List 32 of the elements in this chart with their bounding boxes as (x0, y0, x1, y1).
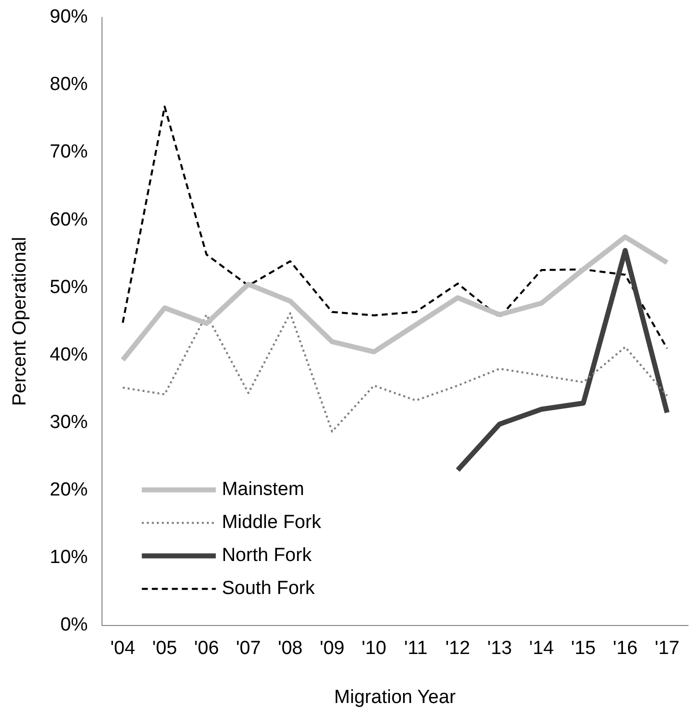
y-tick-label: 80% (50, 74, 88, 96)
x-axis-title: Migration Year (334, 686, 456, 708)
x-tick-label: '07 (236, 638, 261, 660)
y-tick-label: 90% (50, 6, 88, 28)
line-series (122, 106, 668, 350)
x-tick-label: '11 (404, 638, 428, 660)
x-tick-label: '17 (654, 638, 680, 660)
y-tick-label: 0% (60, 614, 88, 636)
y-axis-title: Percent Operational (10, 236, 31, 406)
y-tick-label: 40% (50, 344, 88, 366)
x-tick-label: '15 (570, 638, 596, 660)
x-tick-label: '09 (320, 638, 344, 660)
legend-label: North Fork (222, 545, 312, 566)
x-tick-label: '13 (487, 638, 512, 660)
y-tick-label: 50% (50, 276, 88, 298)
x-tick-label: '14 (529, 638, 554, 660)
legend-label: Mainstem (222, 479, 304, 500)
legend-label: South Fork (222, 578, 316, 600)
y-tick-label: 60% (50, 209, 88, 230)
y-tick-label: 10% (50, 547, 88, 568)
legend-label: Middle Fork (222, 512, 322, 534)
y-tick-label: 30% (50, 412, 88, 433)
y-tick-label: 70% (50, 142, 88, 163)
x-tick-label: '04 (110, 638, 136, 660)
x-tick-label: '10 (362, 638, 386, 660)
line-series (122, 312, 668, 433)
x-tick-label: '05 (152, 638, 178, 660)
y-tick-label: 20% (50, 480, 88, 501)
x-tick-label: '08 (278, 638, 303, 660)
x-tick-label: '06 (194, 638, 219, 660)
x-tick-label: '16 (612, 638, 638, 660)
x-tick-label: '12 (445, 638, 470, 660)
